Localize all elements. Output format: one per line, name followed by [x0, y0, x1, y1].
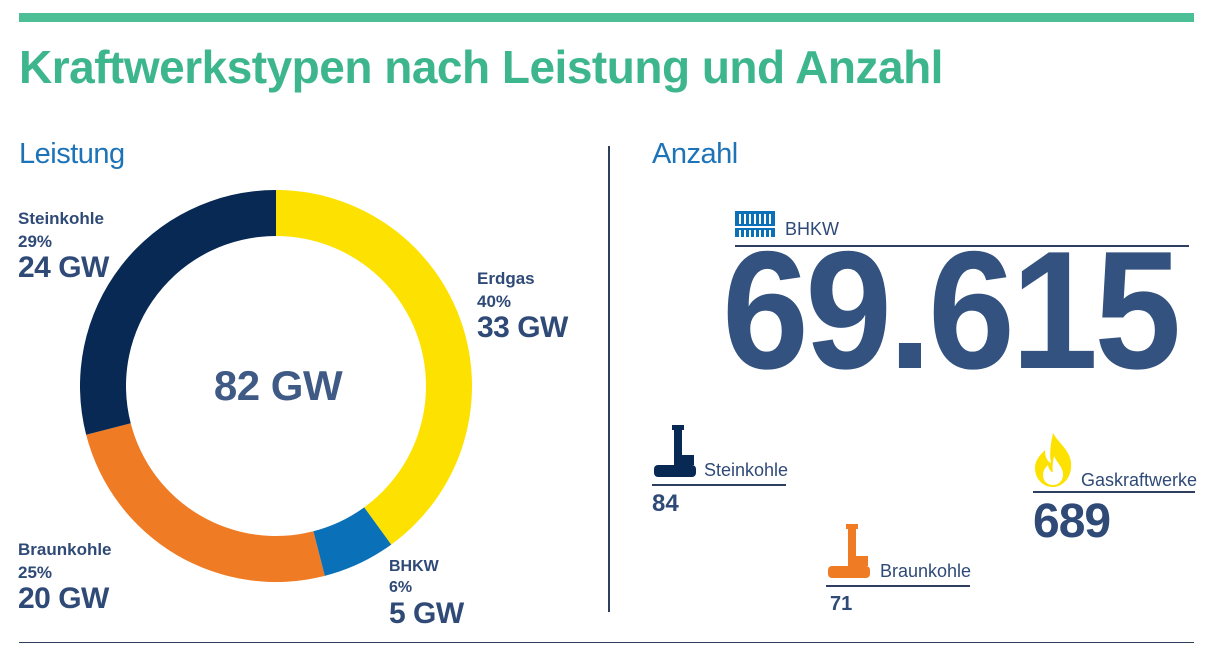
gaskraftwerke-rule — [1033, 491, 1195, 493]
label-steinkohle-percent: 29% — [18, 232, 53, 251]
label-steinkohle-value: 24 GW — [18, 251, 109, 284]
label-erdgas-value: 33 GW — [477, 311, 568, 344]
bhkw-rule — [735, 245, 1189, 247]
label-braunkohle-name: Braunkohle — [18, 540, 112, 559]
label-bhkw-percent: 6% — [389, 579, 413, 596]
bhkw-header: BHKW — [735, 211, 839, 242]
page-title: Kraftwerkstypen nach Leistung und Anzahl — [19, 41, 943, 93]
donut-slice-steinkohle — [79, 190, 276, 435]
anzahl-heading: Anzahl — [652, 138, 738, 170]
label-braunkohle: Braunkohle 25% 20 GW — [18, 541, 112, 614]
label-bhkw-name: BHKW — [389, 558, 439, 575]
label-bhkw-value: 5 GW — [389, 597, 464, 630]
braunkohle-count-value: 71 — [830, 593, 853, 615]
label-steinkohle: Steinkohle 29% 24 GW — [18, 210, 109, 283]
donut-slice-braunkohle — [86, 423, 325, 582]
label-braunkohle-percent: 25% — [18, 563, 53, 582]
label-bhkw: BHKW 6% 5 GW — [389, 559, 464, 629]
gaskraftwerke-count-label: Gaskraftwerke — [1081, 470, 1198, 490]
label-erdgas-percent: 40% — [477, 292, 512, 311]
bhkw-count-value: 69.615 — [722, 216, 1181, 404]
bhkw-count-label: BHKW — [785, 219, 839, 239]
bhkw-icon — [735, 211, 775, 237]
label-erdgas-name: Erdgas — [477, 269, 535, 288]
leistung-heading: Leistung — [19, 138, 125, 170]
donut-slice-erdgas — [276, 190, 472, 545]
steinkohle-count-label: Steinkohle — [704, 460, 789, 480]
gaskraftwerke-count-value: 689 — [1033, 495, 1111, 548]
top-accent-bar — [19, 13, 1194, 22]
vertical-divider — [608, 146, 610, 612]
donut-chart — [79, 190, 472, 582]
donut-slice-bhkw — [313, 507, 392, 576]
braunkohle-count-label: Braunkohle — [880, 561, 972, 581]
label-braunkohle-value: 20 GW — [18, 582, 109, 615]
steinkohle-rule — [652, 484, 786, 486]
bottom-rule — [19, 642, 1194, 643]
label-erdgas: Erdgas 40% 33 GW — [477, 270, 568, 343]
flame-icon — [1035, 433, 1072, 487]
braunkohle-rule — [826, 585, 970, 587]
coal-plant-icon — [654, 425, 696, 477]
donut-center-total: 82 GW — [213, 362, 343, 409]
label-steinkohle-name: Steinkohle — [18, 209, 104, 228]
lignite-plant-icon — [828, 524, 870, 578]
steinkohle-count-value: 84 — [652, 490, 679, 517]
